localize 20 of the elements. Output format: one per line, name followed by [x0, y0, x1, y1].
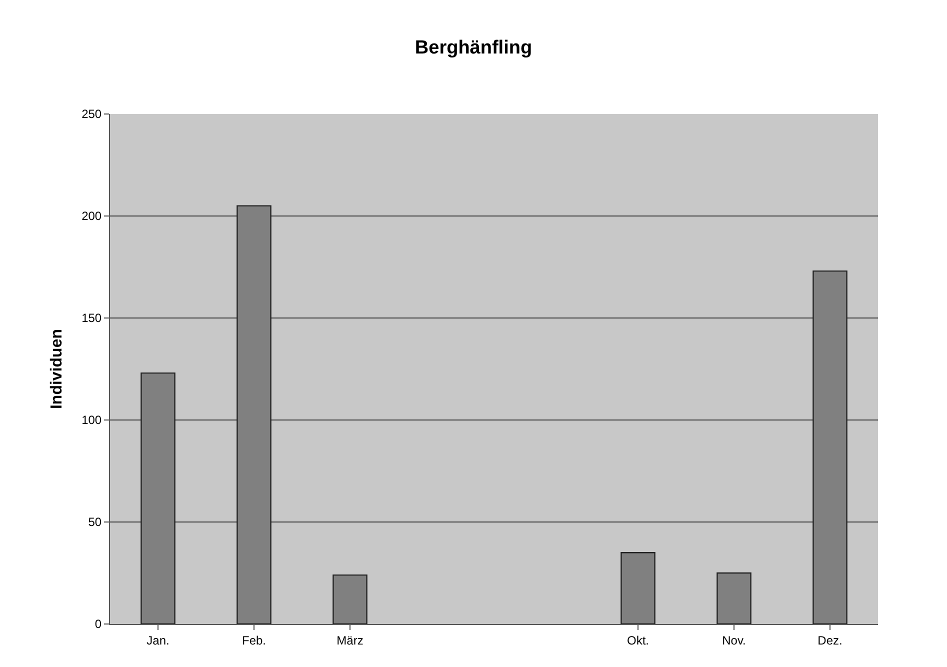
- x-tick-label: Jan.: [146, 633, 170, 648]
- x-tick-label: Okt.: [626, 633, 650, 648]
- bar: [236, 205, 272, 624]
- y-tick-label: 250: [82, 107, 102, 122]
- bar: [332, 574, 368, 624]
- chart-title: Berghänfling: [414, 37, 532, 58]
- bar: [140, 372, 176, 624]
- x-tick-label: Nov.: [722, 633, 746, 648]
- x-tick-label: Dez.: [818, 633, 842, 648]
- bar: [620, 552, 656, 624]
- y-tick-label: 100: [82, 413, 102, 428]
- bar: [812, 270, 848, 624]
- x-tick-label: März: [336, 633, 364, 648]
- y-tick-label: 200: [82, 209, 102, 224]
- y-axis-title: Individuen: [48, 329, 66, 409]
- y-tick-label: 50: [88, 515, 102, 530]
- bar: [716, 572, 752, 624]
- x-tick-label: Feb.: [242, 633, 266, 648]
- y-tick-label: 0: [94, 617, 102, 632]
- y-tick-label: 150: [82, 311, 102, 326]
